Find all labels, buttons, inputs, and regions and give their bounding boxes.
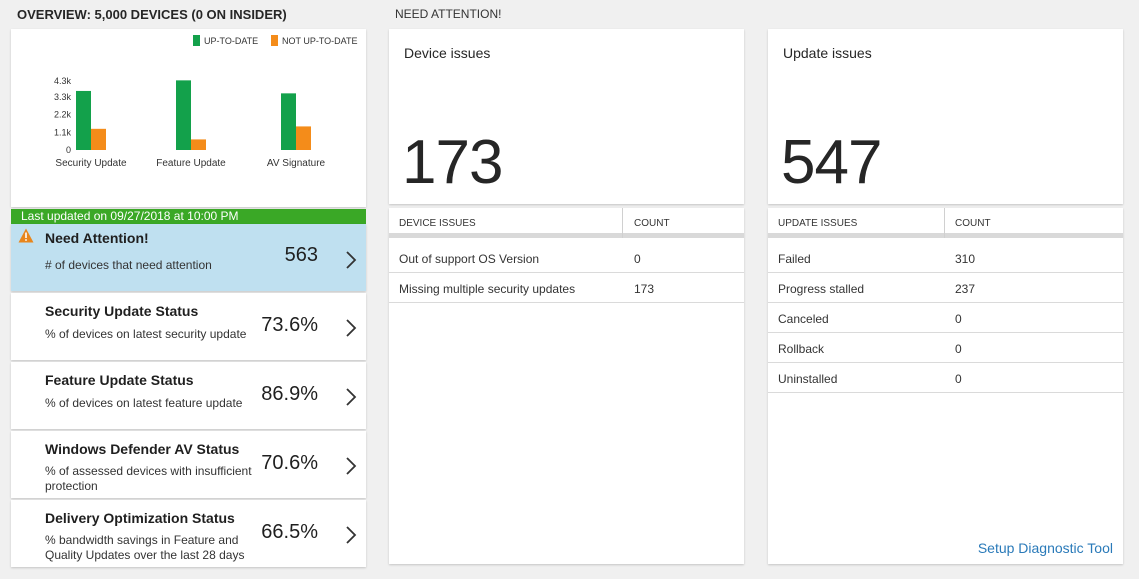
tile-subtitle: # of devices that need attention — [45, 258, 212, 272]
tile-value: 66.5% — [261, 521, 318, 543]
tile-title: Need Attention! — [45, 230, 149, 246]
chevron-right-icon — [346, 457, 357, 475]
update-issues-title: Update issues — [783, 45, 872, 61]
tile-value: 563 — [284, 244, 318, 266]
legend-not-up-to-date: NOT UP-TO-DATE — [271, 35, 358, 46]
x-tick-label: Security Update — [55, 158, 127, 169]
tile-feature-update-status[interactable]: Feature Update Status % of devices on la… — [11, 362, 366, 429]
cell-count: 0 — [955, 342, 962, 356]
tile-subtitle: % bandwidth savings in Feature and Quali… — [45, 533, 245, 562]
table-header: DEVICE ISSUES COUNT — [389, 208, 744, 238]
cell-issue: Canceled — [778, 312, 829, 326]
chevron-right-icon — [346, 388, 357, 406]
overview-title: OVERVIEW: 5,000 DEVICES (0 ON INSIDER) — [17, 7, 287, 22]
tile-title: Security Update Status — [45, 303, 199, 319]
legend-label-up-to-date: UP-TO-DATE — [204, 35, 259, 46]
table-row[interactable]: Out of support OS Version 0 — [389, 243, 744, 273]
table-row[interactable]: Failed 310 — [768, 243, 1123, 273]
last-updated-banner: Last updated on 09/27/2018 at 10:00 PM — [11, 209, 366, 224]
bar-not-up-to-date — [91, 128, 106, 150]
legend-up-to-date: UP-TO-DATE — [193, 35, 258, 46]
table-row[interactable]: Missing multiple security updates 173 — [389, 273, 744, 303]
y-tick-label: 2.2k — [54, 110, 72, 120]
overview-chart: UP-TO-DATE NOT UP-TO-DATE 0 1.1k 2.2k 3.3k 4… — [11, 29, 366, 207]
column-header-count[interactable]: COUNT — [634, 218, 670, 229]
table-row[interactable]: Progress stalled 237 — [768, 273, 1123, 303]
setup-diagnostic-tool-link[interactable]: Setup Diagnostic Tool — [977, 540, 1113, 556]
update-issues-table: UPDATE ISSUES COUNT Failed 310 Progress … — [768, 208, 1123, 564]
tile-subtitle: % of devices on latest security update — [45, 327, 247, 341]
tile-security-update-status[interactable]: Security Update Status % of devices on l… — [11, 293, 366, 360]
cell-count: 310 — [955, 252, 976, 266]
tile-subtitle: % of devices on latest feature update — [45, 396, 243, 410]
column-divider — [622, 208, 623, 238]
cell-count: 0 — [955, 372, 962, 386]
tile-title: Delivery Optimization Status — [45, 510, 235, 526]
bar-not-up-to-date — [191, 139, 206, 150]
cell-issue: Progress stalled — [778, 282, 865, 296]
cell-count: 237 — [955, 282, 976, 296]
tile-value: 73.6% — [261, 314, 318, 336]
cell-count: 0 — [634, 252, 641, 266]
y-tick-label: 1.1k — [54, 127, 72, 137]
device-issues-count: 173 — [402, 128, 503, 197]
table-row[interactable]: Uninstalled 0 — [768, 363, 1123, 393]
legend-label-not-up-to-date: NOT UP-TO-DATE — [282, 35, 358, 46]
y-tick-label: 0 — [66, 145, 71, 155]
cell-issue: Uninstalled — [778, 372, 838, 386]
tile-subtitle: % of assessed devices with insufficient … — [45, 464, 252, 493]
bar-up-to-date — [176, 80, 191, 150]
cell-issue: Out of support OS Version — [399, 252, 540, 266]
x-tick-label: Feature Update — [156, 158, 226, 169]
tile-need-attention[interactable]: Need Attention! # of devices that need a… — [11, 224, 366, 291]
cell-count: 0 — [955, 312, 962, 326]
column-header-device-issues[interactable]: DEVICE ISSUES — [399, 218, 476, 229]
cell-issue: Failed — [778, 252, 811, 266]
column-header-count[interactable]: COUNT — [955, 218, 991, 229]
tile-windows-defender-av-status[interactable]: Windows Defender AV Status % of assessed… — [11, 431, 366, 498]
cell-issue: Rollback — [778, 342, 825, 356]
legend-swatch-not-up-to-date — [271, 35, 278, 46]
device-issues-table: DEVICE ISSUES COUNT Out of support OS Ve… — [389, 208, 744, 564]
tile-value: 86.9% — [261, 383, 318, 405]
bar-up-to-date — [76, 90, 91, 150]
device-issues-card[interactable]: Device issues 173 — [389, 29, 744, 204]
x-tick-label: AV Signature — [267, 158, 326, 169]
y-tick-label: 3.3k — [54, 92, 72, 102]
bar-chart: 0 1.1k 2.2k 3.3k 4.3k Security Update Feature … — [54, 76, 326, 169]
table-row[interactable]: Rollback 0 — [768, 333, 1123, 363]
chevron-right-icon — [346, 319, 357, 337]
tile-delivery-optimization-status[interactable]: Delivery Optimization Status % bandwidth… — [11, 500, 366, 567]
column-header-update-issues[interactable]: UPDATE ISSUES — [778, 218, 858, 229]
column-divider — [944, 208, 945, 238]
need-attention-title: NEED ATTENTION! — [395, 7, 502, 21]
update-issues-card[interactable]: Update issues 547 — [768, 29, 1123, 204]
y-tick-label: 4.3k — [54, 76, 72, 86]
bar-up-to-date — [281, 93, 296, 150]
device-issues-title: Device issues — [404, 45, 491, 61]
table-row[interactable]: Canceled 0 — [768, 303, 1123, 333]
tile-title: Feature Update Status — [45, 372, 194, 388]
update-issues-count: 547 — [781, 128, 882, 197]
warning-icon — [18, 228, 34, 243]
tile-title: Windows Defender AV Status — [45, 441, 240, 457]
table-header: UPDATE ISSUES COUNT — [768, 208, 1123, 238]
legend-swatch-up-to-date — [193, 35, 200, 46]
cell-count: 173 — [634, 282, 655, 296]
chevron-right-icon — [346, 251, 357, 269]
tile-value: 70.6% — [261, 452, 318, 474]
cell-issue: Missing multiple security updates — [399, 282, 576, 296]
chevron-right-icon — [346, 526, 357, 544]
bar-not-up-to-date — [296, 126, 311, 150]
